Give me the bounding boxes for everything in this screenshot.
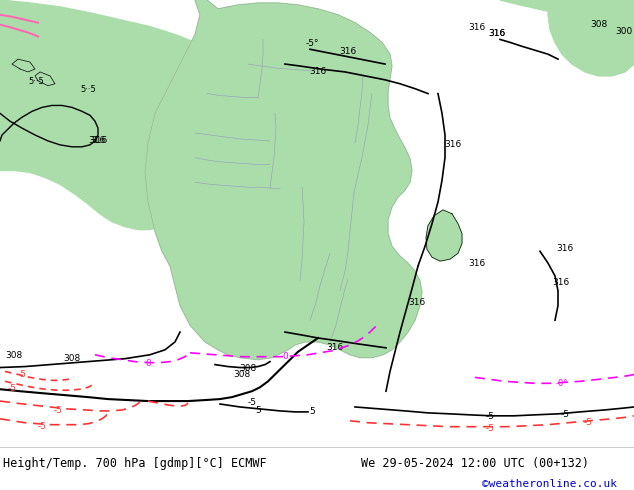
Text: 316: 316	[408, 298, 425, 307]
Text: 316: 316	[90, 136, 107, 145]
Text: 300: 300	[615, 27, 632, 36]
Text: 5··5: 5··5	[80, 85, 96, 94]
Text: 5··5: 5··5	[28, 77, 44, 86]
Text: 316: 316	[444, 140, 462, 149]
Text: 316: 316	[488, 29, 505, 38]
Text: 0: 0	[282, 352, 288, 361]
Text: -5: -5	[37, 421, 46, 431]
Text: 5: 5	[309, 407, 315, 416]
Polygon shape	[246, 294, 308, 347]
Text: 316: 316	[556, 245, 573, 253]
Text: 316: 316	[468, 259, 485, 268]
Polygon shape	[0, 0, 225, 230]
Text: 308: 308	[63, 354, 81, 363]
Text: 316: 316	[309, 68, 327, 76]
Text: -5: -5	[53, 406, 63, 415]
Text: 5: 5	[255, 406, 261, 415]
Polygon shape	[12, 59, 35, 72]
Text: -5: -5	[247, 398, 257, 407]
Text: 0: 0	[145, 359, 151, 368]
Polygon shape	[35, 72, 55, 86]
Text: 308: 308	[5, 351, 22, 360]
Polygon shape	[82, 97, 100, 110]
Text: 308: 308	[590, 20, 607, 28]
Polygon shape	[548, 0, 634, 76]
Text: -5: -5	[8, 384, 17, 393]
Polygon shape	[145, 0, 422, 360]
Text: ©weatheronline.co.uk: ©weatheronline.co.uk	[482, 479, 617, 489]
Polygon shape	[426, 210, 462, 261]
Text: 308: 308	[240, 365, 257, 373]
Text: We 29-05-2024 12:00 UTC (00+132): We 29-05-2024 12:00 UTC (00+132)	[361, 457, 590, 469]
Text: Height/Temp. 700 hPa [gdmp][°C] ECMWF: Height/Temp. 700 hPa [gdmp][°C] ECMWF	[3, 457, 267, 469]
Polygon shape	[500, 0, 634, 66]
Text: 316: 316	[488, 29, 505, 38]
Text: 308: 308	[233, 369, 250, 378]
Text: -5°: -5°	[305, 39, 319, 49]
Text: 316: 316	[327, 343, 344, 352]
Text: 316: 316	[468, 23, 485, 31]
Text: 316: 316	[552, 278, 569, 287]
Polygon shape	[580, 0, 634, 36]
Text: 316: 316	[88, 136, 105, 145]
Text: -5: -5	[486, 412, 495, 421]
Text: -5: -5	[560, 410, 569, 419]
Text: -5: -5	[583, 417, 593, 427]
Text: -0°: -0°	[556, 379, 568, 388]
Text: -5: -5	[486, 424, 495, 433]
Text: 316: 316	[339, 47, 356, 56]
Text: -5: -5	[18, 370, 27, 379]
